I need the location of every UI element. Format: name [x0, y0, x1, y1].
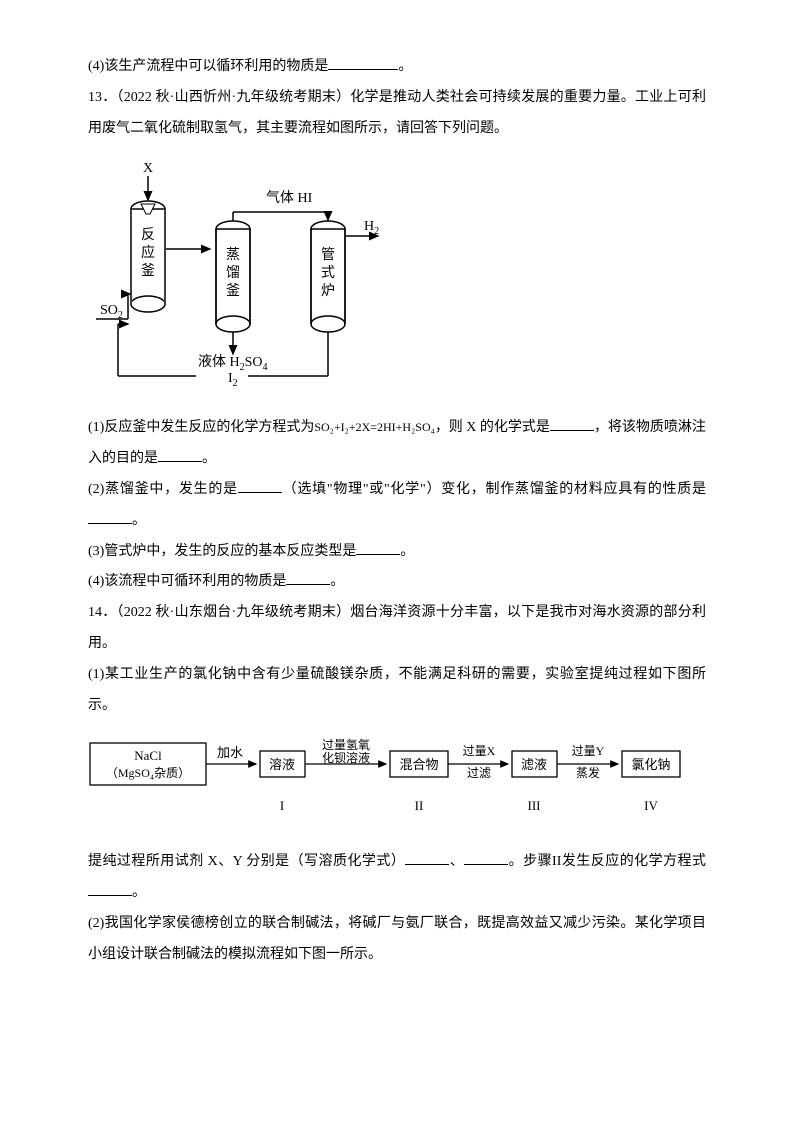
q14-1b-blank3[interactable]	[88, 882, 132, 896]
q14-1b-blank1[interactable]	[405, 851, 449, 865]
q13-1-blank2[interactable]	[158, 448, 202, 462]
lbl-nacl: 氯化钠	[631, 757, 670, 772]
q13-1-line2: 入的目的是 。	[88, 444, 706, 475]
q12-4-text: (4)该生产流程中可以循环利用的物质是	[88, 59, 328, 74]
lbl-exX-a: 过量X	[463, 744, 496, 758]
q13-1c: ，将该物质喷淋注	[594, 420, 706, 435]
q14-1b-sep: 、	[449, 854, 464, 869]
q13-4a: (4)该流程中可循环利用的物质是	[88, 574, 286, 589]
label-gasHI: 气体 HI	[266, 190, 313, 206]
diagram-1-svg: 反 应 釜 X SO2 蒸 馏 釜 气体 HI 管 式 炉 H2	[88, 154, 388, 399]
q14-1b-a: 提纯过程所用试剂 X、Y 分别是（写溶质化学式）	[88, 854, 405, 869]
q13-3a: (3)管式炉中，发生的反应的基本反应类型是	[88, 544, 356, 559]
q14-1: (1)某工业生产的氯化钠中含有少量硫酸镁杂质，不能满足科研的需要，实验室提纯过程…	[88, 660, 706, 722]
q13-4-blank[interactable]	[286, 571, 330, 585]
svg-text:釜: 釜	[226, 283, 240, 299]
svg-text:蒸: 蒸	[226, 247, 240, 263]
q13-head: 13．（2022 秋·山西忻州·九年级统考期末）化学是推动人类社会可持续发展的重…	[88, 83, 706, 145]
lbl-exY-a: 过量Y	[572, 744, 605, 758]
lbl-I: I	[280, 798, 284, 813]
q13-1-l2b: 。	[202, 451, 216, 466]
tube-furnace: 管 式 炉	[311, 221, 345, 332]
diagram-1: 反 应 釜 X SO2 蒸 馏 釜 气体 HI 管 式 炉 H2	[88, 154, 706, 399]
q13-3-blank[interactable]	[356, 541, 400, 555]
still-vessel: 蒸 馏 釜	[216, 221, 250, 332]
q13-2-blank1[interactable]	[238, 479, 282, 493]
lbl-add-water: 加水	[217, 745, 243, 760]
svg-text:管: 管	[321, 247, 335, 263]
lbl-IV: IV	[644, 798, 658, 813]
label-i2: I2	[228, 371, 238, 389]
svg-text:式: 式	[321, 265, 335, 281]
q13-1-l2a: 入的目的是	[88, 451, 158, 466]
lbl-filtrate: 滤液	[521, 757, 547, 772]
q14-1b-blank2[interactable]	[464, 851, 508, 865]
lbl-baoh2b: 化钡溶液	[322, 750, 370, 765]
box1-l1: NaCl	[134, 748, 162, 763]
q14-1b: 提纯过程所用试剂 X、Y 分别是（写溶质化学式） 、 。步骤II发生反应的化学方程式…	[88, 847, 706, 909]
q13-1-line1: (1)反应釜中发生反应的化学方程式为SO₂+I₂+2X=2HI+H₂SO₄，则 …	[88, 413, 706, 444]
label-h2: H2	[364, 219, 379, 237]
svg-text:釜: 釜	[141, 263, 155, 279]
q13-4: (4)该流程中可循环利用的物质是 。	[88, 567, 706, 598]
reactor-label-1: 反	[141, 227, 155, 243]
q14-head: 14．（2022 秋·山东烟台·九年级统考期末）烟台海洋资源十分丰富，以下是我市…	[88, 598, 706, 660]
q13-1-blank1[interactable]	[550, 417, 594, 431]
q13-3b: 。	[400, 544, 414, 559]
q13-2c: 。	[132, 513, 146, 528]
svg-text:馏: 馏	[226, 265, 240, 281]
svg-text:炉: 炉	[321, 283, 335, 299]
reactor-vessel: 反 应 釜	[131, 201, 165, 312]
q14-1b-c: 。	[132, 885, 146, 900]
label-X: X	[143, 161, 153, 176]
lbl-exX-b: 过滤	[467, 766, 491, 780]
lbl-mix: 混合物	[399, 757, 438, 772]
q14-2: (2)我国化学家侯德榜创立的联合制碱法，将碱厂与氨厂联合，既提高效益又减少污染。…	[88, 909, 706, 971]
q14-1b-b: 。步骤II发生反应的化学方程式	[508, 854, 706, 869]
q13-2a: (2)蒸馏釜中，发生的是	[88, 482, 238, 497]
q12-4-blank[interactable]	[328, 56, 398, 70]
q13-2b: （选填"物理"或"化学"）变化，制作蒸馏釜的材料应具有的性质是	[282, 482, 706, 497]
q13-1b: ，则 X 的化学式是	[435, 420, 550, 435]
q12-4-tail: 。	[398, 59, 412, 74]
q13-2-blank2[interactable]	[88, 510, 132, 524]
label-h2so4: 液体 H2SO4	[198, 354, 268, 373]
diagram-2-svg: NaCl （MgSO₄杂质） 加水 溶液 I 过量氢氧 化钡溶液 混合物 II …	[88, 735, 706, 825]
q12-4-line: (4)该生产流程中可以循环利用的物质是 。	[88, 52, 706, 83]
q13-1a: (1)反应釜中发生反应的化学方程式为	[88, 420, 314, 435]
box1-l2: （MgSO₄杂质）	[106, 766, 190, 780]
svg-text:应: 应	[141, 244, 155, 261]
lbl-baoh2a: 过量氢氧	[322, 737, 370, 752]
lbl-III: III	[528, 798, 541, 813]
lbl-II: II	[415, 798, 424, 813]
lbl-sol: 溶液	[269, 757, 295, 772]
q13-2: (2)蒸馏釜中，发生的是 （选填"物理"或"化学"）变化，制作蒸馏釜的材料应具有的…	[88, 475, 706, 537]
q13-3: (3)管式炉中，发生的反应的基本反应类型是 。	[88, 537, 706, 568]
q13-1-eq: SO₂+I₂+2X=2HI+H₂SO₄	[314, 420, 434, 434]
diagram-2: NaCl （MgSO₄杂质） 加水 溶液 I 过量氢氧 化钡溶液 混合物 II …	[88, 735, 706, 825]
lbl-exY-b: 蒸发	[576, 765, 600, 780]
q13-4b: 。	[330, 574, 344, 589]
